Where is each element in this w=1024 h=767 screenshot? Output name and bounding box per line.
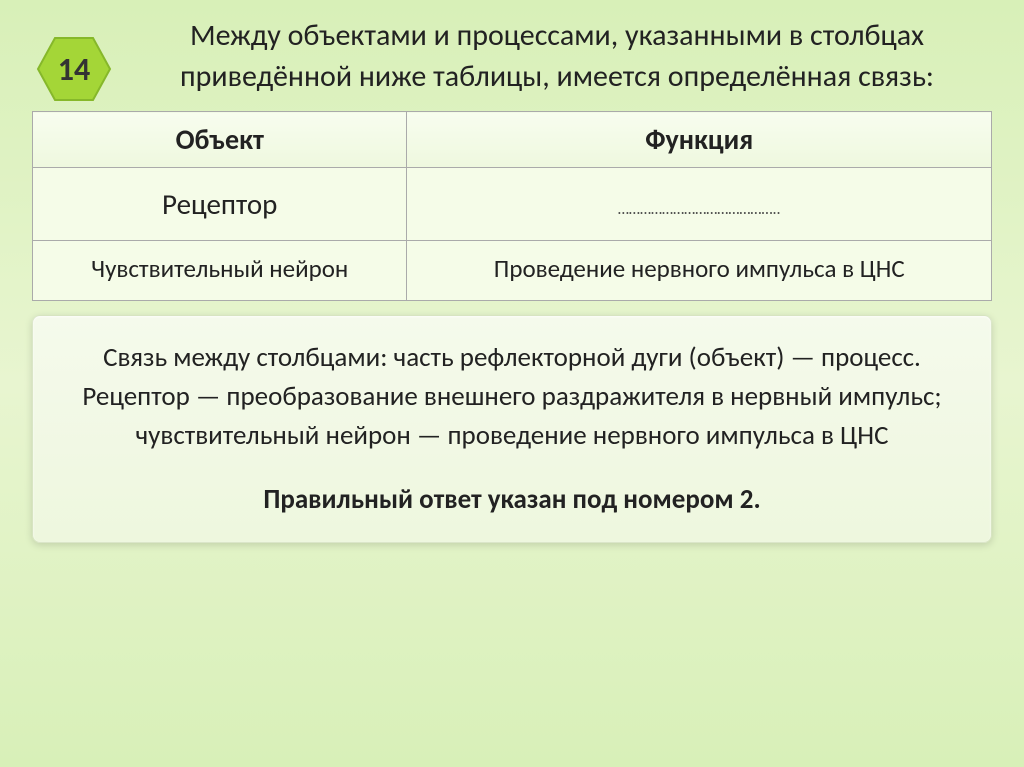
table-row: Рецептор …………………………………….. [33,168,992,241]
column-header-function: Функция [407,112,992,168]
question-title: Между объектами и процессами, указанными… [120,10,994,97]
cell-object-1: Рецептор [33,168,407,241]
question-number-badge: 14 [36,36,112,102]
question-number: 14 [58,50,90,89]
explanation-text: Связь между столбцами: часть рефлекторно… [63,338,961,455]
cell-function-2: Проведение нервного импульса в ЦНС [407,241,992,301]
cell-object-2: Чувствительный нейрон [33,241,407,301]
column-header-object: Объект [33,112,407,168]
blank-placeholder: …………………………………….. [618,200,781,219]
data-table: Объект Функция Рецептор ……………………………………..… [32,111,992,301]
table-header-row: Объект Функция [33,112,992,168]
correct-answer-text: Правильный ответ указан под номером 2. [63,483,961,516]
cell-function-1: …………………………………….. [407,168,992,241]
explanation-box: Связь между столбцами: часть рефлекторно… [32,315,992,543]
table-row: Чувствительный нейрон Проведение нервног… [33,241,992,301]
